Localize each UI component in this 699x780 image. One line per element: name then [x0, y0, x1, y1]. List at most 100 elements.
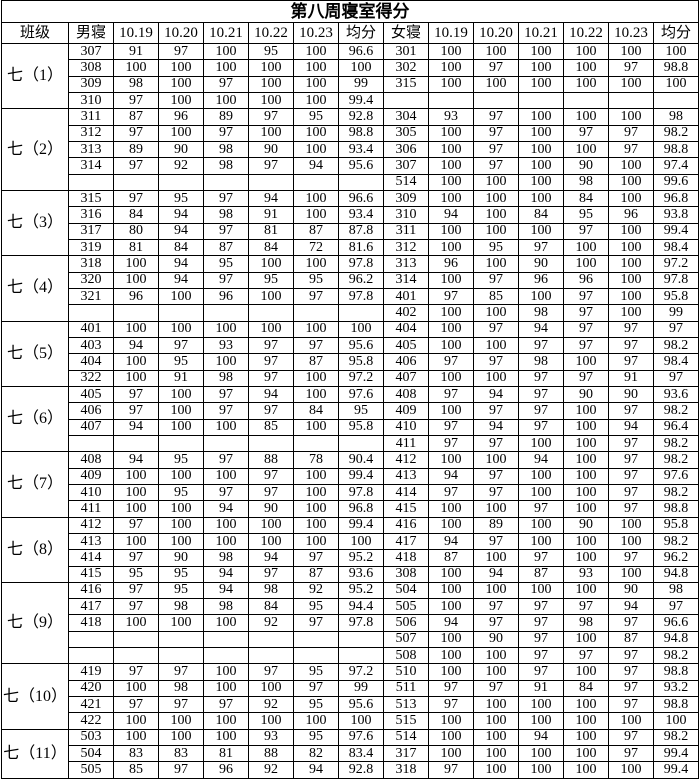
score-cell: 97 [113, 124, 159, 142]
score-cell: 87 [293, 565, 339, 583]
score-cell: 100 [473, 189, 519, 208]
score-cell: 415 [68, 565, 114, 583]
score-cell: 411 [68, 500, 114, 518]
data-row: 319 81 84 87 84 72 81.6 312 100 95 97 100 100 98.4 [2, 238, 699, 257]
score-cell: 88 [248, 745, 294, 763]
score-cell: 100 [293, 385, 339, 404]
score-cell: 97 [653, 369, 699, 387]
score-cell: 100 [248, 516, 294, 534]
class-cell: 七（3） [1, 189, 69, 257]
score-cell: 97 [113, 581, 159, 600]
score-cell: 99.4 [653, 745, 699, 763]
score-cell: 100 [518, 42, 564, 61]
score-cell: 98.8 [653, 140, 699, 159]
score-cell: 408 [68, 451, 114, 469]
score-cell: 84 [113, 206, 159, 224]
score-cell: 97 [473, 679, 519, 698]
score-cell: 98.2 [653, 532, 699, 551]
score-cell: 98 [518, 353, 564, 371]
score-cell: 100 [293, 255, 339, 273]
score-cell: 97 [608, 696, 654, 714]
score-cell: 504 [68, 745, 114, 763]
score-cell: 94 [203, 500, 249, 518]
score-cell: 95 [158, 451, 204, 469]
score-cell: 95.8 [338, 418, 384, 436]
data-row: 七（6） 405 97 100 97 94 100 97.6 408 97 94 97 90 90 93.6 [1, 385, 699, 453]
score-cell: 97 [563, 598, 609, 616]
score-cell: 87 [428, 549, 474, 567]
empty-cell [158, 434, 204, 453]
score-cell: 87.8 [338, 222, 384, 240]
score-cell: 100 [293, 42, 339, 61]
data-row: 417 97 98 98 84 95 94.4 505 100 97 97 97 94 97 [2, 598, 699, 616]
score-cell: 100 [338, 712, 384, 730]
score-cell: 97 [473, 124, 519, 142]
score-cell: 100 [473, 500, 519, 518]
score-cell: 97 [563, 304, 609, 322]
score-cell: 95 [113, 565, 159, 583]
score-cell: 100 [113, 483, 159, 502]
score-cell: 87 [203, 238, 249, 257]
score-cell: 100 [113, 728, 159, 747]
score-cell: 98.2 [653, 483, 699, 502]
score-cell: 97 [473, 434, 519, 453]
score-cell: 310 [68, 91, 114, 110]
score-cell: 100 [608, 108, 654, 126]
data-row: 404 100 95 100 97 87 95.8 406 97 97 98 100 97 98.4 [2, 353, 699, 371]
column-header: 10.23 [608, 22, 654, 44]
score-cell: 100 [428, 124, 474, 142]
score-cell: 95 [293, 598, 339, 616]
score-cell: 100 [428, 500, 474, 518]
score-cell: 99.4 [653, 761, 699, 779]
score-cell: 98.2 [653, 336, 699, 355]
empty-cell [248, 647, 294, 665]
score-cell: 95.8 [338, 353, 384, 371]
score-cell: 100 [428, 336, 474, 355]
score-cell: 97 [158, 42, 204, 61]
score-cell: 312 [68, 124, 114, 142]
column-header: 女寝 [383, 22, 429, 44]
score-cell: 100 [203, 91, 249, 110]
score-cell: 100 [293, 483, 339, 502]
score-cell: 97 [113, 91, 159, 110]
score-cell: 97 [608, 402, 654, 420]
score-cell: 100 [518, 467, 564, 485]
score-cell: 97 [608, 663, 654, 681]
empty-cell [293, 630, 339, 649]
data-row: 321 96 100 96 100 97 97.8 401 97 85 100 97 100 95.8 [2, 287, 699, 306]
score-cell: 97 [518, 238, 564, 257]
empty-cell [158, 173, 204, 191]
score-cell: 100 [473, 549, 519, 567]
score-cell: 83 [158, 745, 204, 763]
score-cell: 97 [248, 108, 294, 126]
class-cell: 七（8） [1, 516, 69, 583]
score-cell: 99.4 [338, 516, 384, 534]
score-cell: 306 [383, 140, 429, 159]
score-cell: 100 [293, 59, 339, 77]
data-row: 411 100 100 94 90 100 96.8 415 100 100 97 100 97 98.8 [2, 500, 699, 518]
score-cell: 97 [293, 549, 339, 567]
data-row: 313 89 90 98 90 100 93.4 306 100 97 100 100 97 98.8 [2, 140, 699, 159]
score-cell: 409 [68, 467, 114, 485]
empty-cell [293, 647, 339, 665]
score-cell: 97 [518, 385, 564, 404]
data-row: 407 94 100 100 85 100 95.8 410 97 94 97 100 94 96.4 [2, 418, 699, 436]
score-cell: 100 [113, 353, 159, 371]
score-cell: 97 [518, 402, 564, 420]
score-cell: 97.2 [338, 369, 384, 387]
data-row: 七（1） 307 91 97 100 95 100 96.6 301 100 100 100 100 10… [1, 42, 699, 110]
score-cell: 97 [248, 402, 294, 420]
score-cell: 98.2 [653, 728, 699, 747]
empty-cell [68, 647, 114, 665]
empty-cell [338, 434, 384, 453]
score-cell: 94 [203, 581, 249, 600]
score-cell: 100 [518, 696, 564, 714]
score-cell: 414 [383, 483, 429, 502]
score-cell: 100 [563, 140, 609, 159]
score-cell: 317 [383, 745, 429, 763]
data-row: 406 97 100 97 97 84 95 409 100 97 97 100 97 98.2 [2, 402, 699, 420]
score-cell: 100 [158, 500, 204, 518]
column-header: 10.20 [473, 22, 519, 44]
score-cell: 94 [158, 271, 204, 289]
column-header: 10.23 [293, 22, 339, 44]
